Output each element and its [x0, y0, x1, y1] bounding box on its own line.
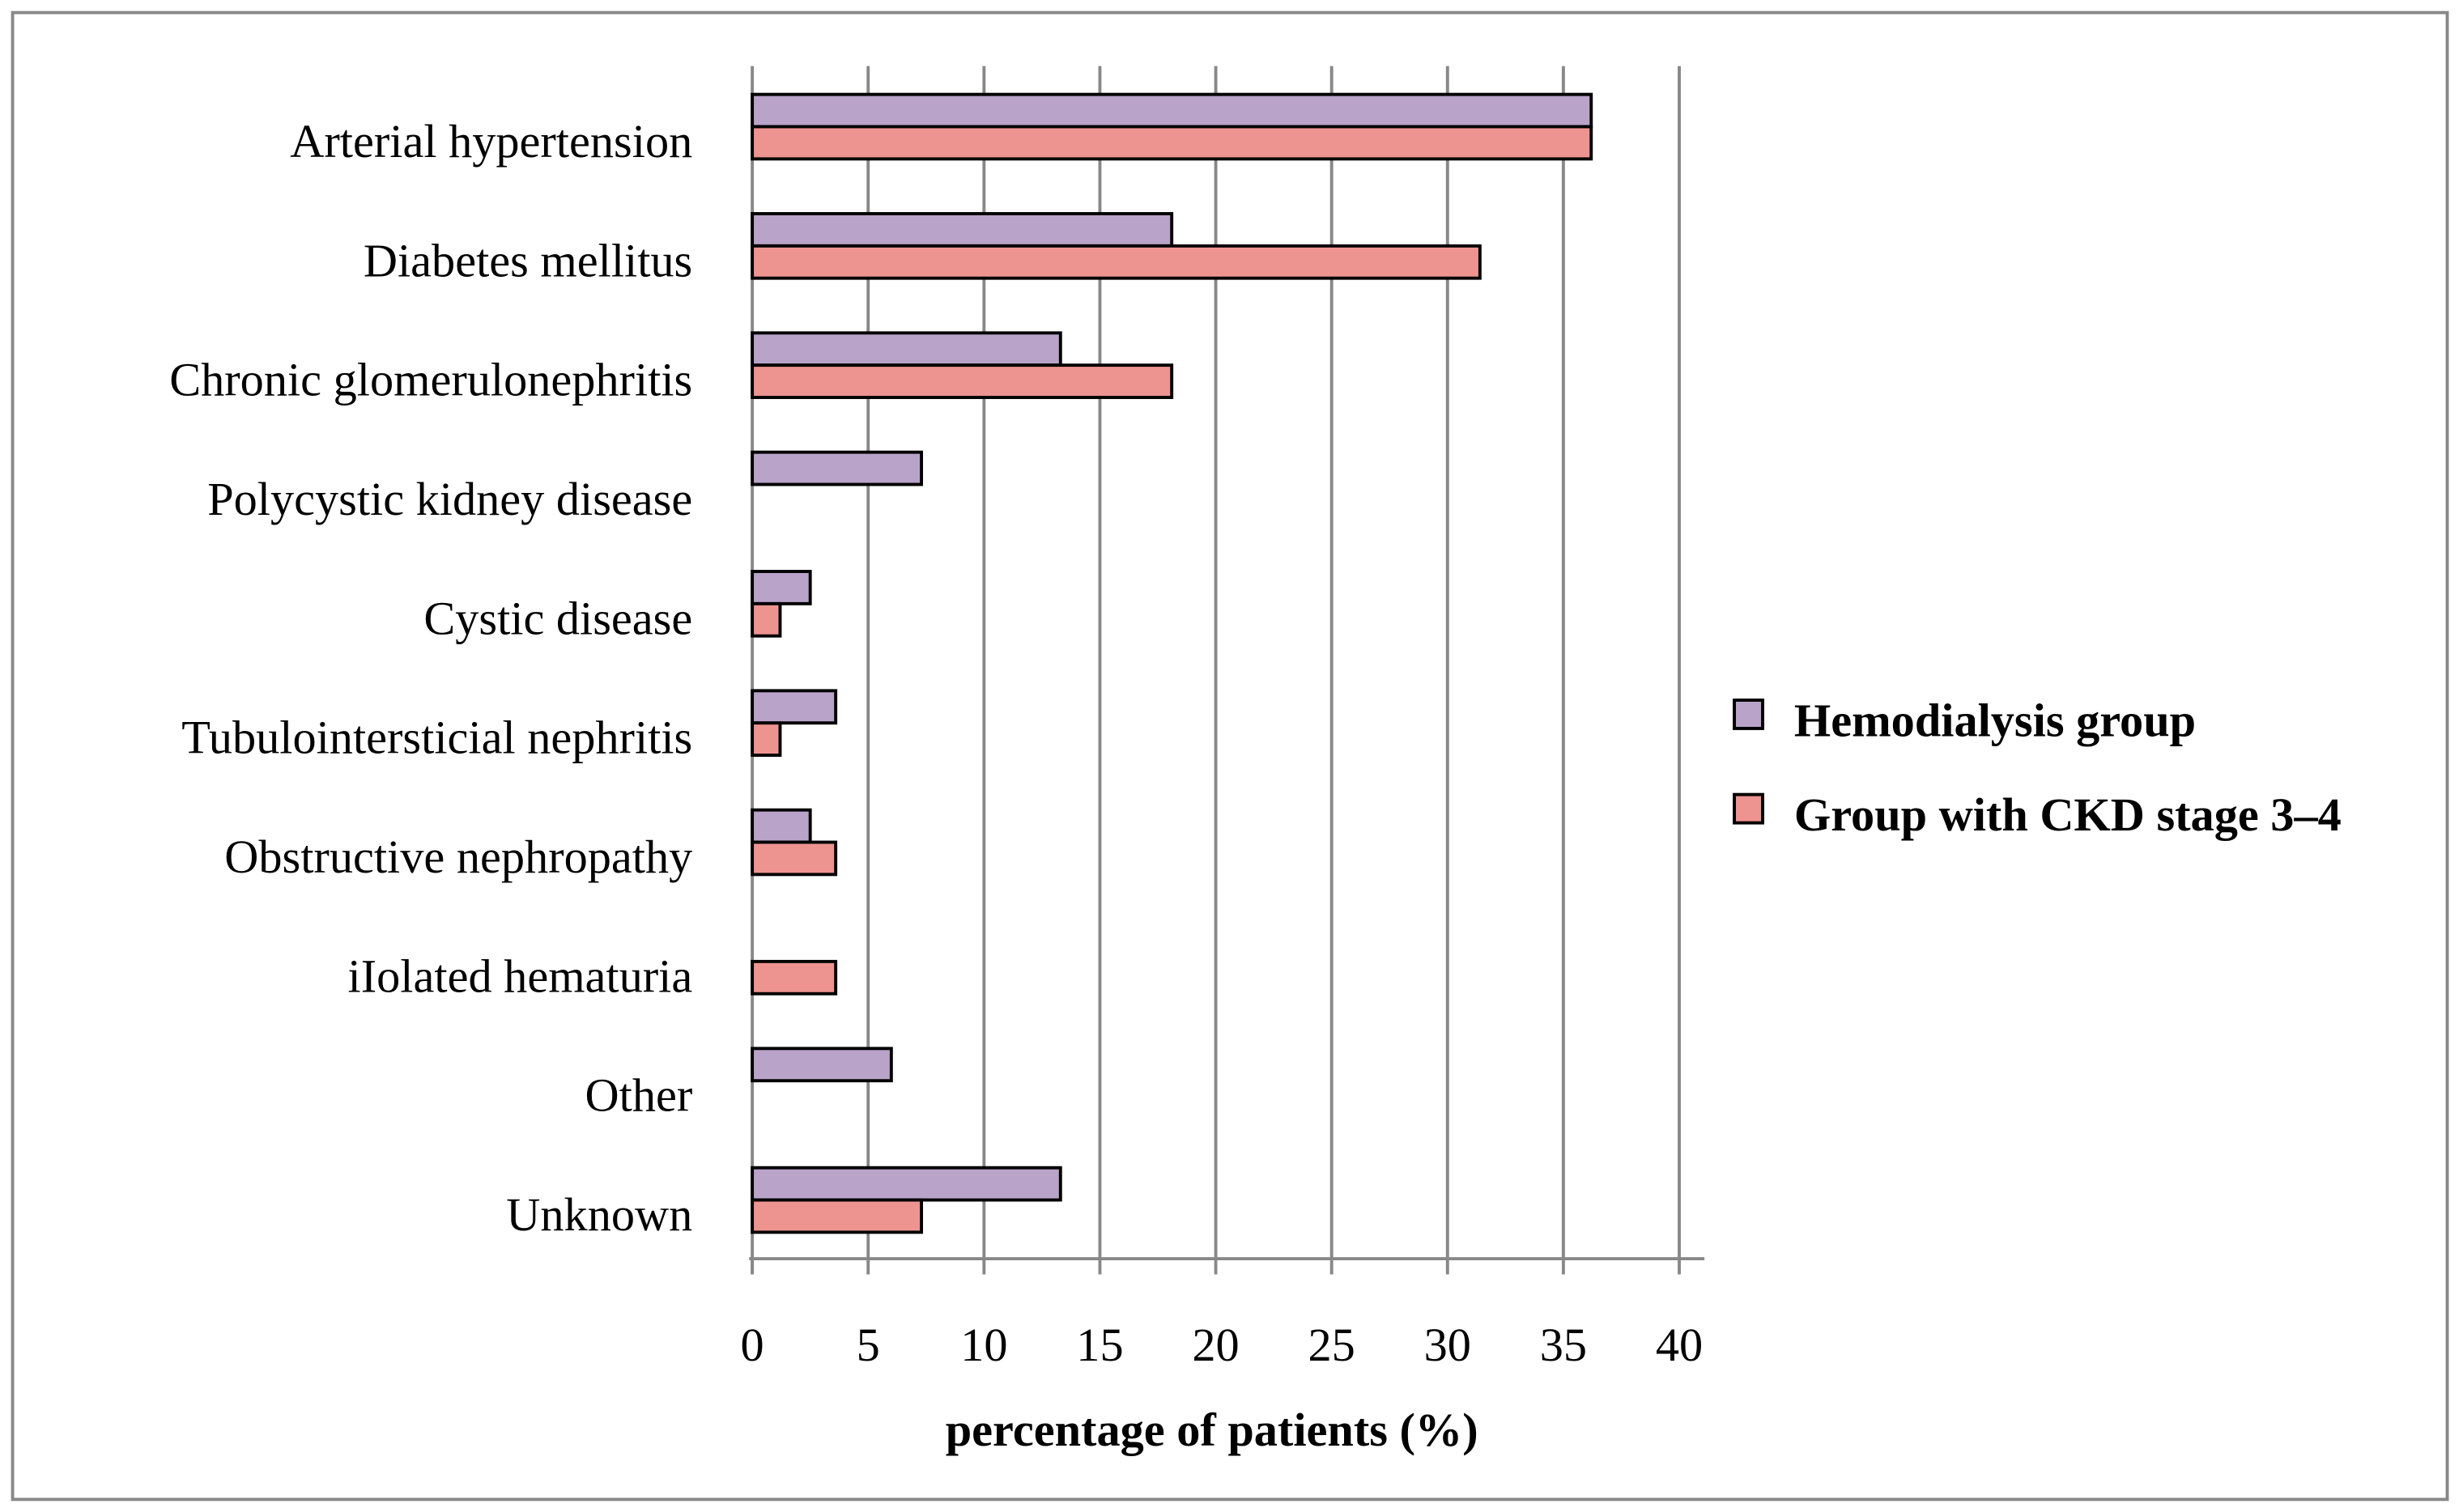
- x-axis-label: percentage of patients (%): [946, 1404, 1478, 1456]
- legend-label: Group with CKD stage 3–4: [1794, 788, 2342, 841]
- x-tick-label: 0: [741, 1319, 764, 1371]
- y-tick-label: Other: [585, 1069, 693, 1122]
- legend-swatch: [1733, 699, 1764, 730]
- legend-label: Hemodialysis group: [1794, 694, 2196, 746]
- bar: [751, 450, 924, 486]
- x-tick-label: 10: [960, 1319, 1007, 1371]
- y-tick-label: Arterial hypertension: [290, 115, 692, 168]
- bar: [751, 1047, 893, 1083]
- x-tick-label: 20: [1192, 1319, 1239, 1371]
- y-tick-label: Diabetes mellitus: [364, 234, 692, 287]
- y-tick-label: Polycystic kidney disease: [207, 473, 692, 525]
- y-tick-label: Unknown: [506, 1188, 692, 1241]
- bar: [751, 689, 838, 725]
- legend-swatch: [1733, 792, 1764, 825]
- x-tick-label: 35: [1540, 1319, 1587, 1371]
- bar: [751, 363, 1174, 399]
- x-tick-label: 40: [1656, 1319, 1703, 1371]
- bar: [751, 1198, 924, 1234]
- x-tick-label: 30: [1424, 1319, 1471, 1371]
- bar: [751, 721, 782, 757]
- bar: [751, 840, 838, 877]
- bar: [751, 331, 1062, 367]
- bar: [751, 601, 782, 638]
- y-tick-label: Chronic glomerulonephritis: [169, 354, 692, 406]
- bar: [751, 212, 1174, 248]
- bar: [751, 92, 1593, 129]
- y-tick-label: Obstructive nephropathy: [224, 830, 692, 883]
- bar: [751, 570, 812, 605]
- x-tick-label: 5: [857, 1319, 880, 1371]
- y-tick-label: Tubulointersticial nephritis: [181, 711, 692, 764]
- x-tick-label: 25: [1308, 1319, 1355, 1371]
- y-tick-label: Cystic disease: [423, 592, 692, 644]
- y-tick-label: iIolated hematuria: [348, 949, 693, 1002]
- chart-border: [11, 11, 2449, 1501]
- bar: [751, 1166, 1062, 1202]
- x-tick-label: 15: [1076, 1319, 1123, 1371]
- bar: [751, 244, 1482, 280]
- bar: [751, 959, 838, 996]
- bar: [751, 125, 1593, 161]
- bar: [751, 808, 812, 844]
